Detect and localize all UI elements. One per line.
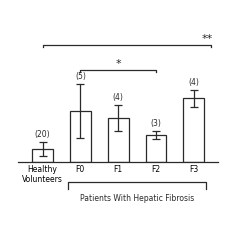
- Bar: [70, 111, 91, 162]
- Text: (5): (5): [75, 72, 86, 81]
- Text: (3): (3): [151, 119, 161, 128]
- Text: (4): (4): [113, 93, 124, 102]
- Text: (4): (4): [188, 78, 199, 87]
- Text: *: *: [115, 59, 121, 69]
- Bar: [183, 98, 204, 162]
- Text: Patients With Hepatic Fibrosis: Patients With Hepatic Fibrosis: [80, 194, 194, 203]
- Text: (20): (20): [35, 130, 50, 139]
- Bar: [146, 135, 166, 162]
- Bar: [108, 118, 128, 162]
- Text: **: **: [201, 34, 213, 44]
- Bar: [32, 149, 53, 162]
